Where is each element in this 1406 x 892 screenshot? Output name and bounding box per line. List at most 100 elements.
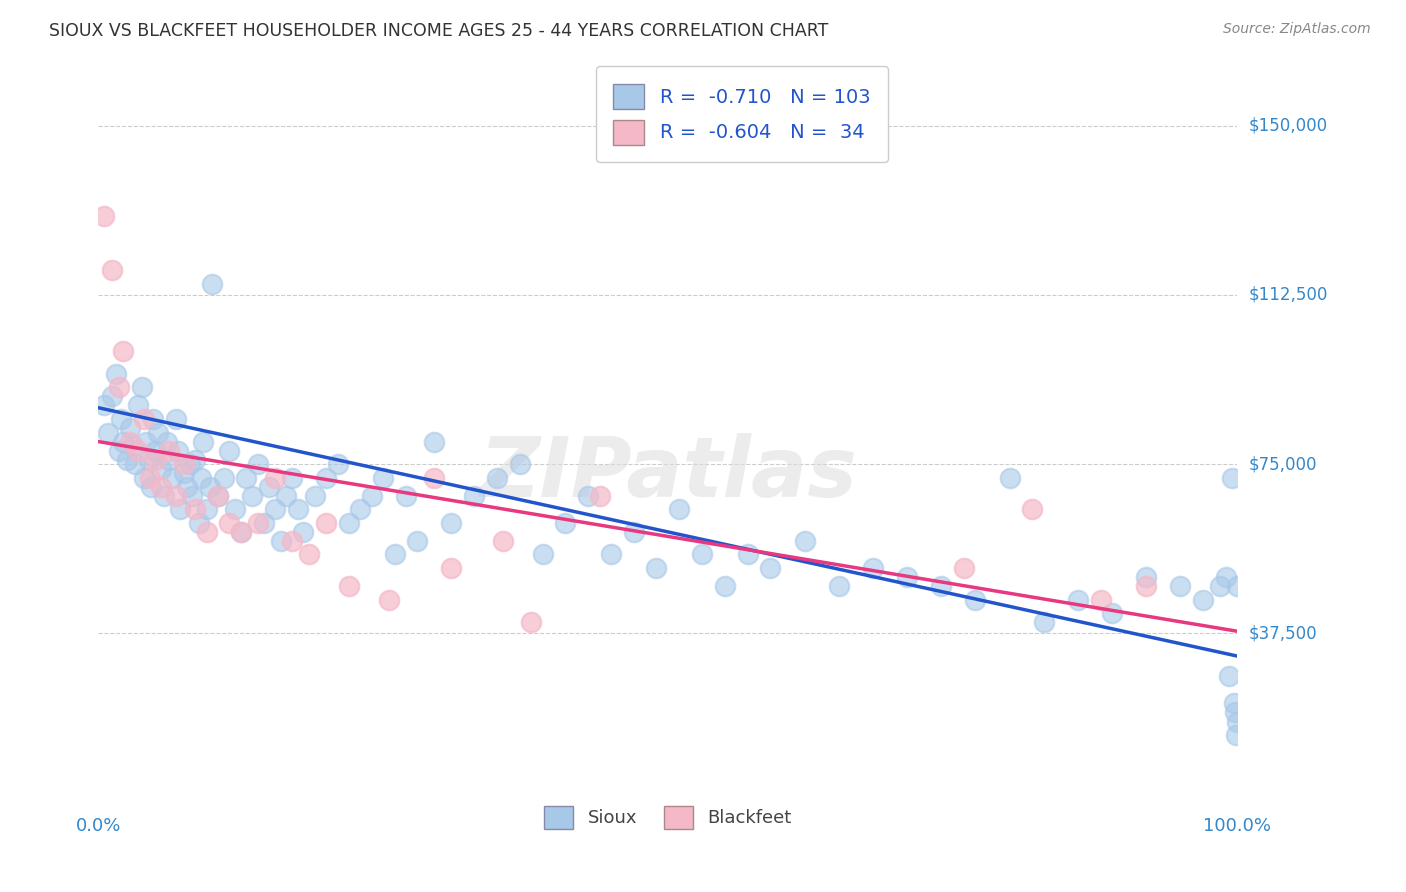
Point (270, 533, 292, 548)
Point (1223, 706, 1246, 720)
Point (759, 561, 782, 575)
Point (281, 533, 304, 548)
Point (195, 502, 218, 516)
Point (520, 615, 543, 630)
Point (531, 548, 554, 562)
Point (108, 443, 131, 458)
Point (1226, 579, 1249, 593)
Point (953, 561, 976, 575)
Text: Source: ZipAtlas.com: Source: ZipAtlas.com (1223, 22, 1371, 37)
Point (132, 412, 155, 426)
Point (96, 425, 118, 440)
Point (623, 524, 645, 539)
Point (828, 579, 851, 593)
Point (1215, 570, 1237, 584)
Point (135, 434, 157, 449)
Point (276, 489, 298, 503)
Point (115, 452, 138, 467)
Point (153, 489, 176, 503)
Point (315, 516, 337, 530)
Point (157, 443, 180, 458)
Point (246, 516, 269, 530)
Point (576, 489, 599, 503)
Point (1170, 579, 1192, 593)
Point (101, 389, 124, 403)
Point (212, 471, 235, 485)
Point (132, 471, 155, 485)
Point (1101, 606, 1123, 620)
Point (124, 457, 146, 471)
Point (1135, 579, 1157, 593)
Point (668, 502, 690, 516)
Point (264, 502, 287, 516)
Text: $150,000: $150,000 (1249, 117, 1327, 135)
Point (207, 489, 229, 503)
Point (150, 480, 173, 494)
Point (146, 425, 169, 440)
Point (167, 443, 190, 458)
Point (112, 344, 135, 359)
Point (360, 489, 382, 503)
Point (218, 443, 240, 458)
Point (423, 471, 446, 485)
Point (292, 524, 315, 539)
Point (1220, 471, 1243, 485)
Point (1226, 714, 1249, 729)
Legend: Sioux, Blackfeet: Sioux, Blackfeet (527, 789, 808, 845)
Point (645, 561, 668, 575)
Point (252, 516, 274, 530)
Point (131, 380, 153, 394)
Point (195, 524, 218, 539)
Point (406, 533, 429, 548)
Point (1135, 570, 1157, 584)
Point (229, 524, 252, 539)
Point (463, 489, 485, 503)
Point (440, 516, 463, 530)
Text: $75,000: $75,000 (1249, 455, 1317, 473)
Point (139, 480, 162, 494)
Point (138, 471, 160, 485)
Point (395, 489, 418, 503)
Point (108, 380, 131, 394)
Point (157, 452, 180, 467)
Point (169, 502, 191, 516)
Point (690, 548, 713, 562)
Point (193, 434, 215, 449)
Point (1209, 579, 1232, 593)
Text: $112,500: $112,500 (1249, 285, 1327, 304)
Point (173, 457, 195, 471)
Point (737, 548, 759, 562)
Point (337, 516, 360, 530)
Point (384, 548, 406, 562)
Point (588, 489, 610, 503)
Point (93, 399, 115, 413)
Point (259, 480, 281, 494)
Point (281, 471, 304, 485)
Point (1192, 592, 1215, 607)
Point (554, 516, 576, 530)
Point (793, 533, 815, 548)
Point (1218, 669, 1240, 683)
Point (138, 452, 160, 467)
Point (112, 434, 135, 449)
Point (229, 524, 252, 539)
Point (896, 570, 918, 584)
Point (156, 434, 179, 449)
Point (929, 579, 952, 593)
Point (190, 471, 212, 485)
Point (326, 457, 349, 471)
Point (165, 489, 187, 503)
Point (1032, 615, 1054, 630)
Text: $37,500: $37,500 (1249, 624, 1317, 642)
Point (224, 502, 246, 516)
Point (714, 579, 737, 593)
Point (179, 457, 201, 471)
Point (349, 502, 371, 516)
Point (264, 471, 287, 485)
Point (371, 471, 394, 485)
Point (298, 548, 321, 562)
Point (246, 457, 269, 471)
Point (1067, 592, 1090, 607)
Point (423, 434, 446, 449)
Point (198, 480, 221, 494)
